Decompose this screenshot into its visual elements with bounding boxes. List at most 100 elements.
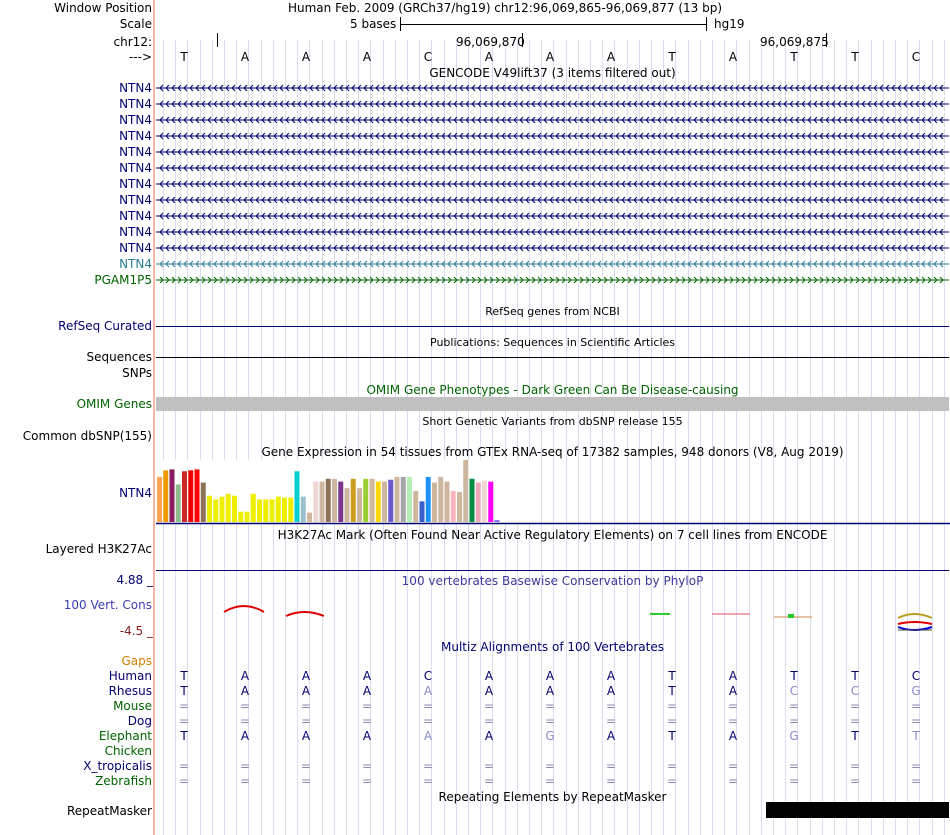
gtex-bar[interactable] (207, 495, 212, 522)
gtex-bar[interactable] (332, 478, 337, 522)
gtex-bar[interactable] (313, 481, 319, 522)
gtex-track-label[interactable]: NTN4 (119, 486, 152, 500)
gencode-item-ntn4[interactable]: NTN4 (119, 209, 152, 223)
gencode-item-ntn4[interactable]: NTN4 (119, 161, 152, 175)
gtex-bar[interactable] (419, 501, 425, 522)
gtex-bar[interactable] (163, 470, 169, 522)
gencode-item-ntn4[interactable]: NTN4 (119, 145, 152, 159)
gtex-bar[interactable] (175, 484, 181, 522)
gencode-item-ntn4[interactable]: NTN4 (119, 257, 152, 271)
gtex-bar[interactable] (219, 496, 225, 522)
track-label-gutter[interactable] (153, 0, 155, 835)
gtex-bar[interactable] (444, 481, 450, 522)
species-label-mouse[interactable]: Mouse (113, 699, 152, 713)
gtex-bar[interactable] (469, 478, 475, 522)
species-label-rhesus[interactable]: Rhesus (108, 684, 152, 698)
refseq-track-label[interactable]: RefSeq Curated (58, 319, 152, 333)
repeatmasker-element[interactable] (766, 802, 949, 818)
gtex-bar[interactable] (407, 476, 412, 522)
gtex-bar[interactable] (275, 496, 281, 522)
gtex-bar[interactable] (200, 482, 206, 522)
publications-feature-line[interactable] (156, 357, 949, 358)
gtex-bar[interactable] (182, 471, 187, 522)
gtex-bar[interactable] (482, 480, 487, 522)
gencode-feature-ntn4[interactable] (156, 194, 949, 206)
gencode-feature-ntn4[interactable] (156, 210, 949, 222)
gtex-bar[interactable] (282, 497, 287, 522)
gtex-bar[interactable] (288, 497, 294, 522)
gtex-bar[interactable] (338, 481, 344, 522)
gencode-feature-ntn4[interactable] (156, 130, 949, 142)
omim-feature-bar[interactable] (156, 397, 949, 411)
gtex-bar[interactable] (307, 512, 312, 522)
gtex-bar[interactable] (357, 488, 362, 522)
species-label-elephant[interactable]: Elephant (98, 729, 152, 743)
gtex-bar[interactable] (400, 476, 406, 522)
gtex-bar[interactable] (344, 488, 350, 522)
species-label-human[interactable]: Human (108, 669, 152, 683)
h3k27ac-track-label[interactable]: Layered H3K27Ac (45, 542, 152, 556)
gtex-bar[interactable] (319, 481, 325, 522)
gtex-bar[interactable] (463, 460, 469, 522)
gtex-bar[interactable] (188, 470, 194, 522)
gtex-bar[interactable] (494, 520, 500, 522)
gtex-bar[interactable] (250, 493, 256, 522)
gtex-bar[interactable] (438, 476, 444, 522)
gtex-bar[interactable] (457, 491, 462, 522)
gtex-bar[interactable] (475, 482, 481, 522)
gencode-feature-ntn4[interactable] (156, 146, 949, 158)
species-label-x_tropicalis[interactable]: X_tropicalis (83, 759, 152, 773)
gencode-item-ntn4[interactable]: NTN4 (119, 193, 152, 207)
gtex-bar[interactable] (294, 471, 300, 522)
phylop-track-label[interactable]: 100 Vert. Cons (63, 598, 152, 612)
gtex-bar[interactable] (238, 511, 244, 522)
repeatmasker-track-label[interactable]: RepeatMasker (66, 804, 152, 818)
gtex-bar[interactable] (157, 476, 162, 522)
omim-track-label[interactable]: OMIM Genes (76, 397, 152, 411)
gtex-bar[interactable] (450, 491, 456, 522)
gtex-bar[interactable] (363, 478, 369, 522)
publications-track-label[interactable]: Sequences (86, 350, 152, 364)
multiz-gaps-label[interactable]: Gaps (121, 654, 152, 668)
gtex-bar[interactable] (413, 491, 419, 522)
gtex-bar[interactable] (375, 481, 381, 522)
gencode-feature-ntn4[interactable] (156, 178, 949, 190)
species-label-dog[interactable]: Dog (127, 714, 152, 728)
gencode-feature-ntn4[interactable] (156, 162, 949, 174)
gtex-bar[interactable] (225, 493, 231, 522)
gencode-feature-ntn4[interactable] (156, 258, 949, 270)
gtex-bar[interactable] (300, 496, 306, 522)
gtex-bar[interactable] (350, 478, 356, 522)
refseq-feature-line[interactable] (156, 326, 949, 327)
dbsnp-track-label[interactable]: Common dbSNP(155) (22, 429, 152, 443)
gtex-bar[interactable] (263, 499, 269, 522)
gencode-item-pgam1p5[interactable]: PGAM1P5 (94, 273, 152, 287)
gencode-feature-ntn4[interactable] (156, 98, 949, 110)
gencode-feature-ntn4[interactable] (156, 82, 949, 94)
gencode-item-ntn4[interactable]: NTN4 (119, 225, 152, 239)
phylop-plot[interactable] (156, 600, 950, 636)
gtex-bar[interactable] (394, 476, 400, 522)
gtex-bar[interactable] (369, 478, 375, 522)
gtex-bar[interactable] (325, 478, 331, 522)
gtex-bar[interactable] (382, 481, 387, 522)
gencode-feature-ntn4[interactable] (156, 114, 949, 126)
gtex-bar[interactable] (257, 499, 262, 522)
gtex-bar[interactable] (432, 482, 437, 522)
gencode-item-ntn4[interactable]: NTN4 (119, 113, 152, 127)
gencode-item-ntn4[interactable]: NTN4 (119, 177, 152, 191)
gencode-item-ntn4[interactable]: NTN4 (119, 97, 152, 111)
gencode-item-ntn4[interactable]: NTN4 (119, 129, 152, 143)
gtex-bar[interactable] (425, 476, 431, 522)
gtex-bar[interactable] (194, 469, 200, 522)
gtex-bar[interactable] (244, 511, 250, 522)
gtex-bar[interactable] (213, 499, 219, 522)
species-label-chicken[interactable]: Chicken (104, 744, 152, 758)
gencode-item-ntn4[interactable]: NTN4 (119, 81, 152, 95)
species-label-zebrafish[interactable]: Zebrafish (95, 774, 152, 788)
gtex-expression-chart[interactable] (156, 458, 950, 526)
gencode-feature-ntn4[interactable] (156, 242, 949, 254)
gencode-item-ntn4[interactable]: NTN4 (119, 241, 152, 255)
gtex-bar[interactable] (388, 479, 394, 522)
